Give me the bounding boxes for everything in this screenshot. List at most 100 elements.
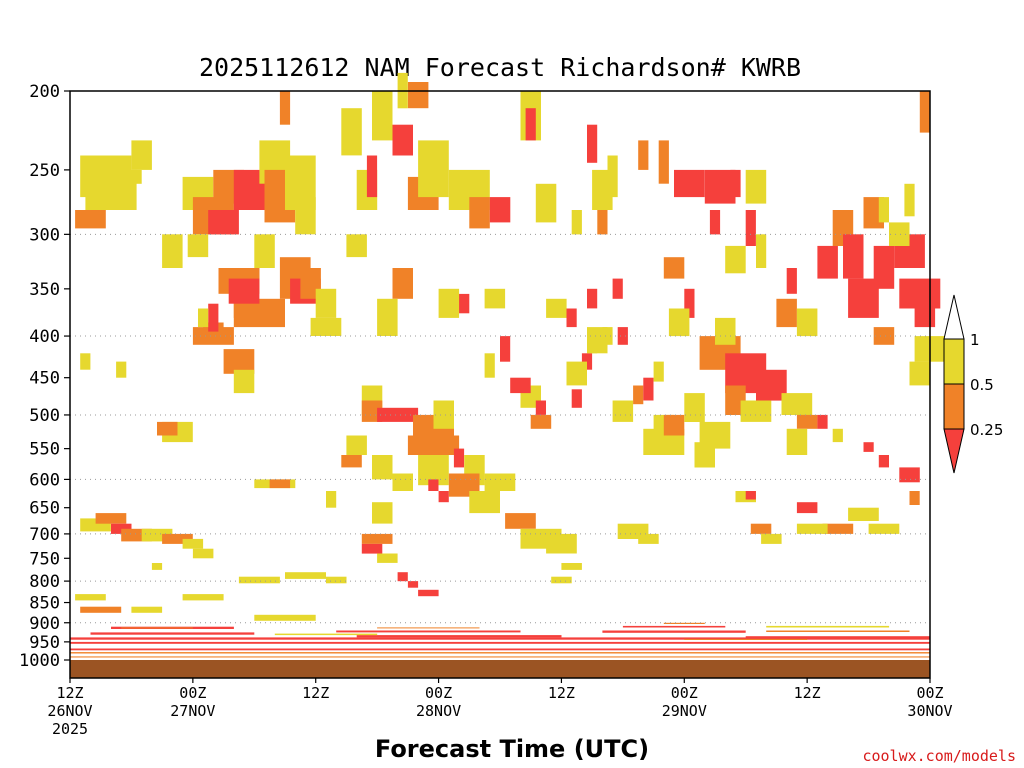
x-tick-label: 12Z <box>548 684 575 702</box>
ri-cell <box>223 349 255 374</box>
ri-cell <box>663 257 685 279</box>
ground-fill <box>70 660 930 678</box>
ri-cell <box>372 455 393 480</box>
ri-cell <box>75 594 106 601</box>
ri-cell <box>848 507 879 521</box>
ri-cell <box>796 502 818 514</box>
ri-cell <box>658 140 669 184</box>
x-tick-date: 29NOV <box>662 702 707 720</box>
ri-cell <box>198 308 209 328</box>
ri-cell <box>407 435 460 455</box>
ri-cell <box>525 108 536 141</box>
ri-cell <box>643 377 654 401</box>
ri-cell <box>254 234 275 268</box>
ri-cell <box>100 169 142 184</box>
ri-cell <box>592 169 613 210</box>
ri-cell <box>372 502 393 524</box>
ri-cell <box>878 197 889 223</box>
ri-cell <box>617 327 628 345</box>
ri-cell <box>448 473 480 497</box>
ri-cell <box>756 234 767 268</box>
ri-cell <box>315 288 337 318</box>
ri-band <box>70 648 930 651</box>
y-tick-label: 600 <box>29 470 60 490</box>
ri-cell <box>633 385 644 405</box>
ri-cell <box>761 533 782 544</box>
ri-cell <box>684 288 695 318</box>
ri-cell <box>228 278 260 304</box>
ri-cell <box>377 298 398 336</box>
y-axis: 200 250 300 350 400 450 500 550 600 650 700 750 8008… <box>19 82 70 671</box>
ri-cell <box>326 491 337 508</box>
ri-cell <box>192 548 214 559</box>
ri-cell <box>704 169 736 204</box>
ri-cell <box>725 385 746 415</box>
ri-cell <box>361 533 393 544</box>
ri-cell <box>80 353 91 370</box>
ri-cell <box>730 169 741 198</box>
x-tick-label: 00Z <box>179 684 206 702</box>
ri-band <box>766 630 910 632</box>
ri-cell <box>361 543 383 554</box>
ri-cell <box>663 414 685 436</box>
ri-band <box>766 625 890 628</box>
ri-cell <box>694 442 715 468</box>
ri-cell <box>904 183 915 217</box>
ri-cell <box>535 400 546 415</box>
ri-cell <box>269 479 291 489</box>
ri-cell <box>546 298 567 318</box>
ri-cell <box>392 268 413 299</box>
y-tick-label: 650 <box>29 499 60 519</box>
ri-cell <box>889 222 910 246</box>
x-tick-label: 00Z <box>916 684 943 702</box>
ri-band <box>622 625 726 628</box>
ri-band <box>336 630 521 633</box>
ri-band <box>70 637 930 640</box>
ri-band <box>90 632 255 635</box>
ri-cell <box>863 442 874 452</box>
ri-cell <box>500 336 511 362</box>
ri-cell <box>182 538 204 549</box>
ri-band <box>70 641 930 644</box>
ri-cell <box>392 124 413 156</box>
ri-cell <box>684 393 705 422</box>
ri-cell <box>279 91 291 125</box>
ri-cell <box>238 576 280 584</box>
ri-cell <box>453 448 465 468</box>
ri-cell <box>346 435 367 455</box>
y-tick-label: 300 <box>29 225 60 245</box>
ri-cell <box>233 169 265 210</box>
x-tick-date: 27NOV <box>170 702 215 720</box>
ri-cell <box>366 155 378 198</box>
ri-cell <box>469 197 490 229</box>
ri-cell <box>484 473 516 491</box>
ri-cell <box>750 523 772 534</box>
ri-cell <box>346 234 367 258</box>
credit-link[interactable]: coolwx.com/models <box>862 747 1016 765</box>
ri-cell <box>571 210 582 235</box>
ri-cell <box>208 303 219 332</box>
legend-level-label: 0.25 <box>970 421 1003 439</box>
ri-band <box>274 633 378 636</box>
y-tick-label: 700 <box>29 525 60 545</box>
ri-cell <box>817 414 828 429</box>
ri-cell <box>326 576 347 584</box>
ri-cell <box>505 513 536 529</box>
y-tick-label: 400 <box>29 327 60 347</box>
y-tick-label: 950 <box>29 633 60 653</box>
ri-cell <box>233 369 255 394</box>
ri-cell <box>602 327 613 345</box>
ri-cell <box>868 523 900 534</box>
ri-cell <box>208 210 239 235</box>
ri-cell <box>674 169 705 198</box>
ri-cell <box>822 523 854 534</box>
x-axis-label: Forecast Time (UTC) <box>375 735 649 763</box>
y-tick-label: 350 <box>29 280 60 300</box>
ri-cell <box>546 533 577 554</box>
ri-cell <box>817 245 838 279</box>
ri-cell <box>899 467 920 483</box>
ri-cell <box>131 140 152 170</box>
ri-band <box>70 652 930 654</box>
ri-cell <box>909 491 920 505</box>
